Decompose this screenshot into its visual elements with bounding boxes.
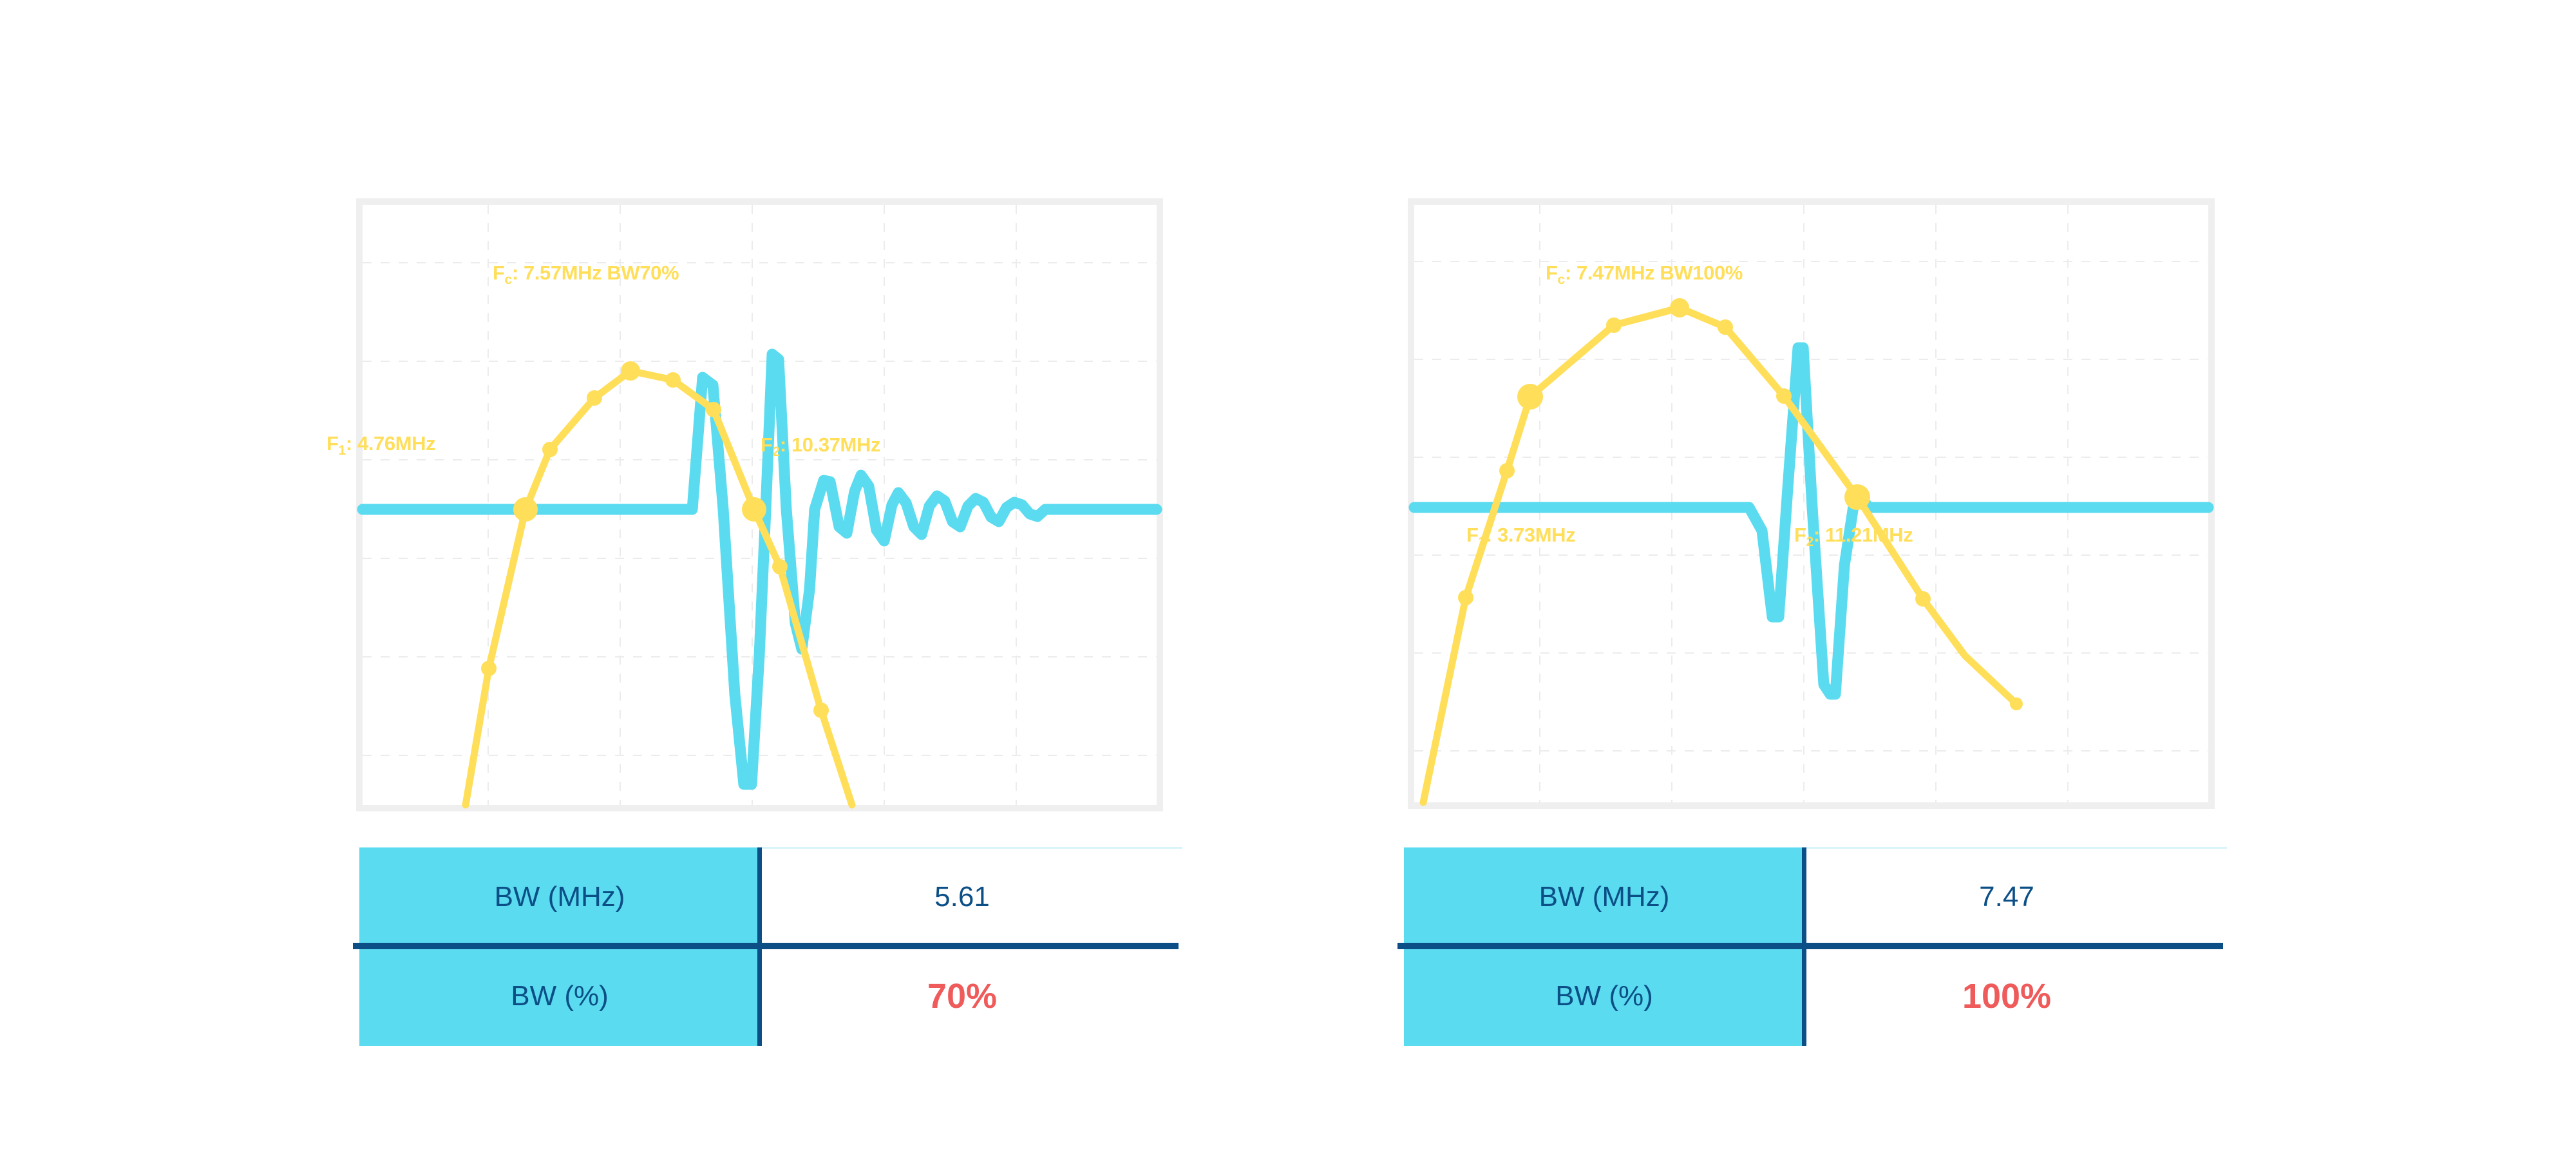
spectrum-markers-right: [1458, 298, 2023, 710]
bw-pct-value-left: 70%: [927, 977, 998, 1016]
bw-mhz-value-cell-left: 5.61: [760, 847, 1164, 947]
measurement-panel-right: Fc: 7.47MHz BW100% F1: 3.73MHz F2: 11.21…: [1288, 0, 2576, 1154]
fc-annotation-left: Fc: 7.57MHz BW70%: [493, 261, 679, 287]
bw-pct-value-cell-right: 100%: [1804, 947, 2209, 1046]
f1-annotation-left: F1: 4.76MHz: [327, 432, 436, 458]
bw-pct-header-left: BW (%): [359, 947, 760, 1046]
bw-mhz-value-cell-right: 7.47: [1804, 847, 2209, 947]
table-row: BW (%) 100%: [1404, 947, 2209, 1046]
chart-frame-right: Fc: 7.47MHz BW100% F1: 3.73MHz F2: 11.21…: [1408, 198, 2215, 809]
bw-mhz-value-left: 5.61: [934, 881, 990, 913]
f1-annotation-right: F1: 3.73MHz: [1466, 524, 1576, 549]
table-top-rule-right: [1802, 847, 2227, 849]
chart-frame-left: Fc: 7.57MHz BW70% F1: 4.76MHz F2: 10.37M…: [327, 198, 1163, 811]
bw-pct-value-cell-left: 70%: [760, 947, 1164, 1046]
table-top-rule-left: [757, 847, 1182, 849]
table-row: BW (MHz) 7.47: [1404, 847, 2209, 947]
chart-svg-left: [357, 205, 1162, 809]
measurement-panel-left: Fc: 7.57MHz BW70% F1: 4.76MHz F2: 10.37M…: [327, 198, 1182, 1046]
f2-annotation-right: F2: 11.21MHz: [1794, 524, 1913, 549]
table-row: BW (MHz) 5.61: [359, 847, 1164, 947]
bw-table-left: BW (MHz) 5.61 BW (%) 70%: [353, 847, 1182, 1046]
bw-mhz-header-left: BW (MHz): [359, 847, 760, 947]
bw-mhz-value-right: 7.47: [1979, 881, 2034, 913]
spectrum-curve-left: [462, 367, 856, 809]
chart-svg-right: [1408, 205, 2214, 806]
fc-annotation-right: Fc: 7.47MHz BW100%: [1546, 261, 1743, 287]
spectrum-markers-left: [481, 361, 829, 718]
f2-annotation-left: F2: 10.37MHz: [761, 433, 881, 459]
bw-table-right: BW (MHz) 7.47 BW (%) 100%: [1397, 847, 2227, 1046]
plot-area-left: [357, 205, 1162, 809]
table-row: BW (%) 70%: [359, 947, 1164, 1046]
bw-pct-value-right: 100%: [1962, 977, 2052, 1016]
bw-mhz-header-right: BW (MHz): [1404, 847, 1804, 947]
table-row-divider-left: [353, 943, 1179, 949]
bw-pct-header-right: BW (%): [1404, 947, 1804, 1046]
table-row-divider-right: [1397, 943, 2223, 949]
spectrum-curve-right: [1419, 304, 2020, 806]
plot-area-right: [1408, 205, 2214, 806]
pulse-waveform-left: [357, 348, 1162, 790]
